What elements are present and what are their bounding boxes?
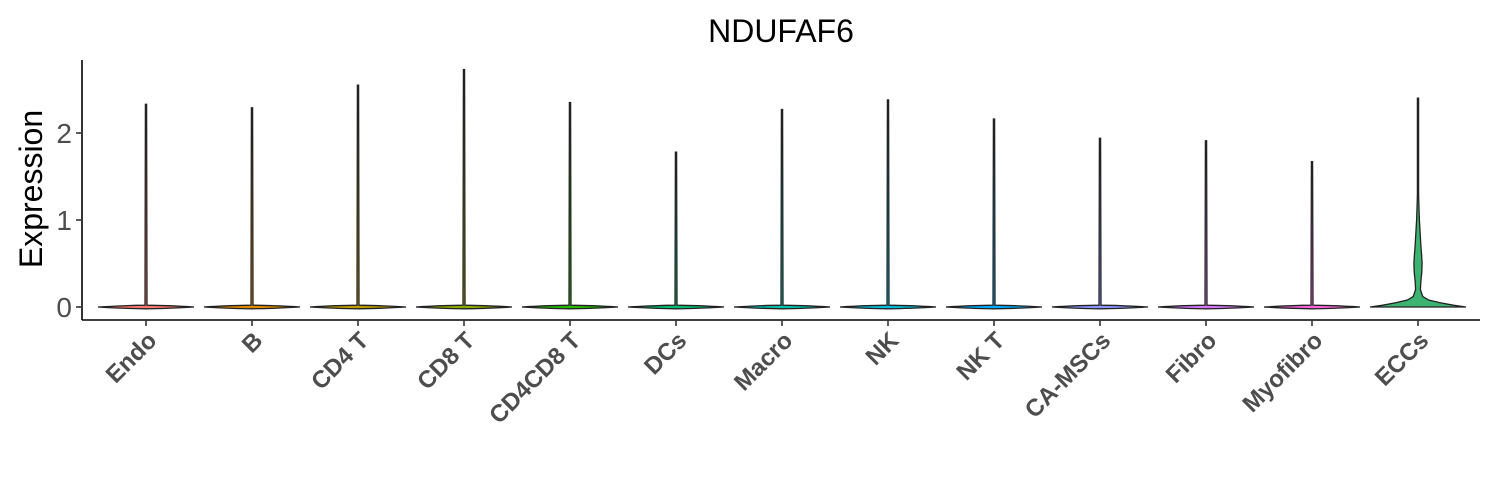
x-tick-label: Endo bbox=[101, 327, 163, 389]
violin-body bbox=[1263, 161, 1361, 310]
violin-body bbox=[1157, 140, 1255, 310]
x-tick-label: ECCs bbox=[1370, 327, 1434, 391]
chart-title: NDUFAF6 bbox=[708, 13, 854, 49]
violin-dcs bbox=[627, 151, 725, 310]
y-ticks-group: 0 1 2 bbox=[56, 118, 82, 323]
violin-body bbox=[733, 108, 831, 310]
violin-body bbox=[97, 103, 195, 310]
violin-body bbox=[1051, 137, 1149, 310]
x-tick-label: NK bbox=[861, 327, 905, 371]
x-tick-label: CD4CD8 T bbox=[484, 327, 586, 429]
x-tick-label: CD8 T bbox=[412, 327, 480, 395]
violin-body bbox=[839, 99, 937, 310]
x-tick-label: Fibro bbox=[1161, 327, 1223, 389]
violin-body bbox=[945, 118, 1043, 310]
x-tick-label: Myofibro bbox=[1238, 327, 1329, 418]
violin-body bbox=[203, 107, 301, 310]
x-tick-label: NK T bbox=[952, 327, 1011, 386]
violin-body bbox=[521, 101, 619, 310]
x-tick-label: CA-MSCs bbox=[1020, 327, 1116, 423]
y-axis-label: Expression bbox=[13, 110, 49, 268]
y-tick-label: 0 bbox=[56, 292, 72, 323]
violin-body bbox=[627, 151, 725, 310]
violin-fibro bbox=[1157, 140, 1255, 310]
x-tick-label: CD4 T bbox=[306, 327, 374, 395]
y-tick-label: 1 bbox=[56, 205, 72, 236]
violin-nk bbox=[839, 99, 937, 310]
x-tick-label: Macro bbox=[729, 327, 798, 396]
violin-eccs bbox=[1369, 97, 1467, 308]
violin-cd8-t bbox=[415, 68, 513, 310]
violin-cd4cd8-t bbox=[521, 101, 619, 310]
violin-body bbox=[415, 68, 513, 310]
violins-group bbox=[97, 68, 1467, 310]
violin-ca-mscs bbox=[1051, 137, 1149, 310]
violin-body bbox=[309, 84, 407, 310]
violin-myofibro bbox=[1263, 161, 1361, 310]
x-tick-label: DCs bbox=[639, 327, 692, 380]
violin-b bbox=[203, 107, 301, 310]
violin-nk-t bbox=[945, 118, 1043, 310]
x-tick-label: B bbox=[237, 327, 268, 358]
y-tick-label: 2 bbox=[56, 118, 72, 149]
violin-endo bbox=[97, 103, 195, 310]
violin-cd4-t bbox=[309, 84, 407, 310]
violin-macro bbox=[733, 108, 831, 310]
x-ticks-group: Endo B CD4 T CD8 T CD4CD8 T DCs Macro NK NK T CA-… bbox=[101, 320, 1434, 429]
